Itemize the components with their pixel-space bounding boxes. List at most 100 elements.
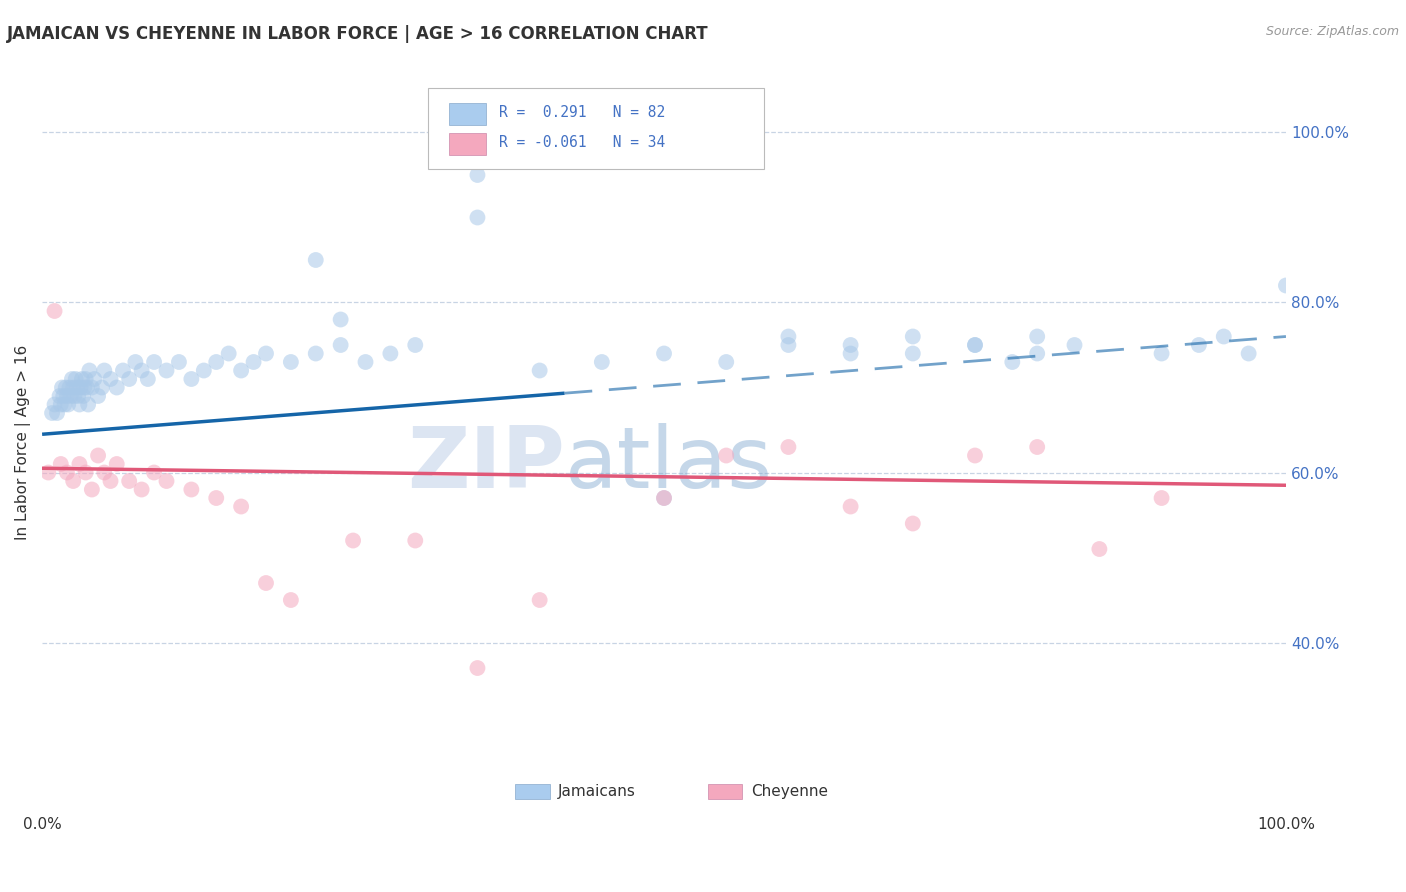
Point — [93, 363, 115, 377]
Point — [75, 466, 97, 480]
Point — [467, 211, 489, 225]
Point — [254, 346, 277, 360]
Point — [280, 355, 302, 369]
Point — [58, 380, 80, 394]
Point — [404, 338, 426, 352]
Point — [193, 363, 215, 377]
Point — [1150, 346, 1173, 360]
Point — [652, 491, 675, 505]
Point — [1026, 440, 1049, 454]
Point — [87, 449, 110, 463]
Point — [67, 457, 90, 471]
Point — [229, 363, 252, 377]
Point — [79, 363, 101, 377]
Point — [716, 449, 738, 463]
Point — [467, 168, 489, 182]
Text: JAMAICAN VS CHEYENNE IN LABOR FORCE | AGE > 16 CORRELATION CHART: JAMAICAN VS CHEYENNE IN LABOR FORCE | AG… — [7, 25, 709, 43]
Point — [963, 338, 986, 352]
Point — [55, 380, 77, 394]
Point — [180, 483, 202, 497]
Point — [58, 397, 80, 411]
Point — [51, 380, 73, 394]
Point — [80, 380, 103, 394]
Point — [901, 329, 924, 343]
Point — [80, 483, 103, 497]
Point — [652, 491, 675, 505]
Point — [1212, 329, 1234, 343]
Point — [716, 355, 738, 369]
Text: Jamaicans: Jamaicans — [558, 784, 636, 799]
Point — [1237, 346, 1260, 360]
Point — [467, 661, 489, 675]
Point — [62, 380, 84, 394]
Point — [60, 372, 83, 386]
Point — [52, 389, 75, 403]
Point — [529, 593, 551, 607]
Y-axis label: In Labor Force | Age > 16: In Labor Force | Age > 16 — [15, 345, 31, 541]
Point — [242, 355, 264, 369]
Point — [205, 355, 228, 369]
Point — [136, 372, 159, 386]
FancyBboxPatch shape — [707, 784, 742, 799]
Text: Source: ZipAtlas.com: Source: ZipAtlas.com — [1265, 25, 1399, 38]
Point — [305, 252, 328, 267]
Point — [59, 389, 82, 403]
Point — [329, 338, 352, 352]
Point — [1188, 338, 1211, 352]
Point — [591, 355, 613, 369]
Point — [72, 389, 94, 403]
Point — [1063, 338, 1085, 352]
FancyBboxPatch shape — [449, 103, 486, 126]
Point — [67, 389, 90, 403]
Point — [73, 380, 96, 394]
Point — [280, 593, 302, 607]
Text: R =  0.291   N = 82: R = 0.291 N = 82 — [499, 105, 665, 120]
Point — [65, 372, 87, 386]
Point — [305, 346, 328, 360]
Point — [53, 397, 76, 411]
Point — [404, 533, 426, 548]
Point — [49, 457, 72, 471]
Point — [963, 338, 986, 352]
Point — [155, 474, 177, 488]
Point — [1026, 346, 1049, 360]
Point — [778, 440, 800, 454]
Point — [93, 466, 115, 480]
Point — [100, 474, 122, 488]
Point — [143, 466, 166, 480]
Point — [131, 363, 153, 377]
Point — [105, 457, 128, 471]
Point — [83, 372, 105, 386]
Point — [44, 397, 66, 411]
Point — [87, 389, 110, 403]
Point — [1275, 278, 1298, 293]
Point — [56, 389, 79, 403]
Text: Cheyenne: Cheyenne — [751, 784, 828, 799]
Point — [167, 355, 190, 369]
Point — [1026, 329, 1049, 343]
FancyBboxPatch shape — [427, 87, 763, 169]
Point — [111, 363, 134, 377]
Point — [76, 380, 98, 394]
Point — [901, 346, 924, 360]
Point — [69, 380, 91, 394]
Point — [652, 346, 675, 360]
Point — [62, 474, 84, 488]
Text: ZIP: ZIP — [406, 424, 565, 507]
Point — [44, 304, 66, 318]
Point — [342, 533, 364, 548]
Text: R = -0.061   N = 34: R = -0.061 N = 34 — [499, 135, 665, 150]
Point — [839, 346, 862, 360]
Point — [205, 491, 228, 505]
Point — [67, 397, 90, 411]
Point — [380, 346, 402, 360]
Point — [49, 397, 72, 411]
Point — [1001, 355, 1024, 369]
Point — [46, 406, 69, 420]
Point — [963, 449, 986, 463]
Point — [48, 389, 70, 403]
Point — [41, 406, 63, 420]
Point — [354, 355, 377, 369]
Point — [254, 576, 277, 591]
Point — [118, 474, 141, 488]
